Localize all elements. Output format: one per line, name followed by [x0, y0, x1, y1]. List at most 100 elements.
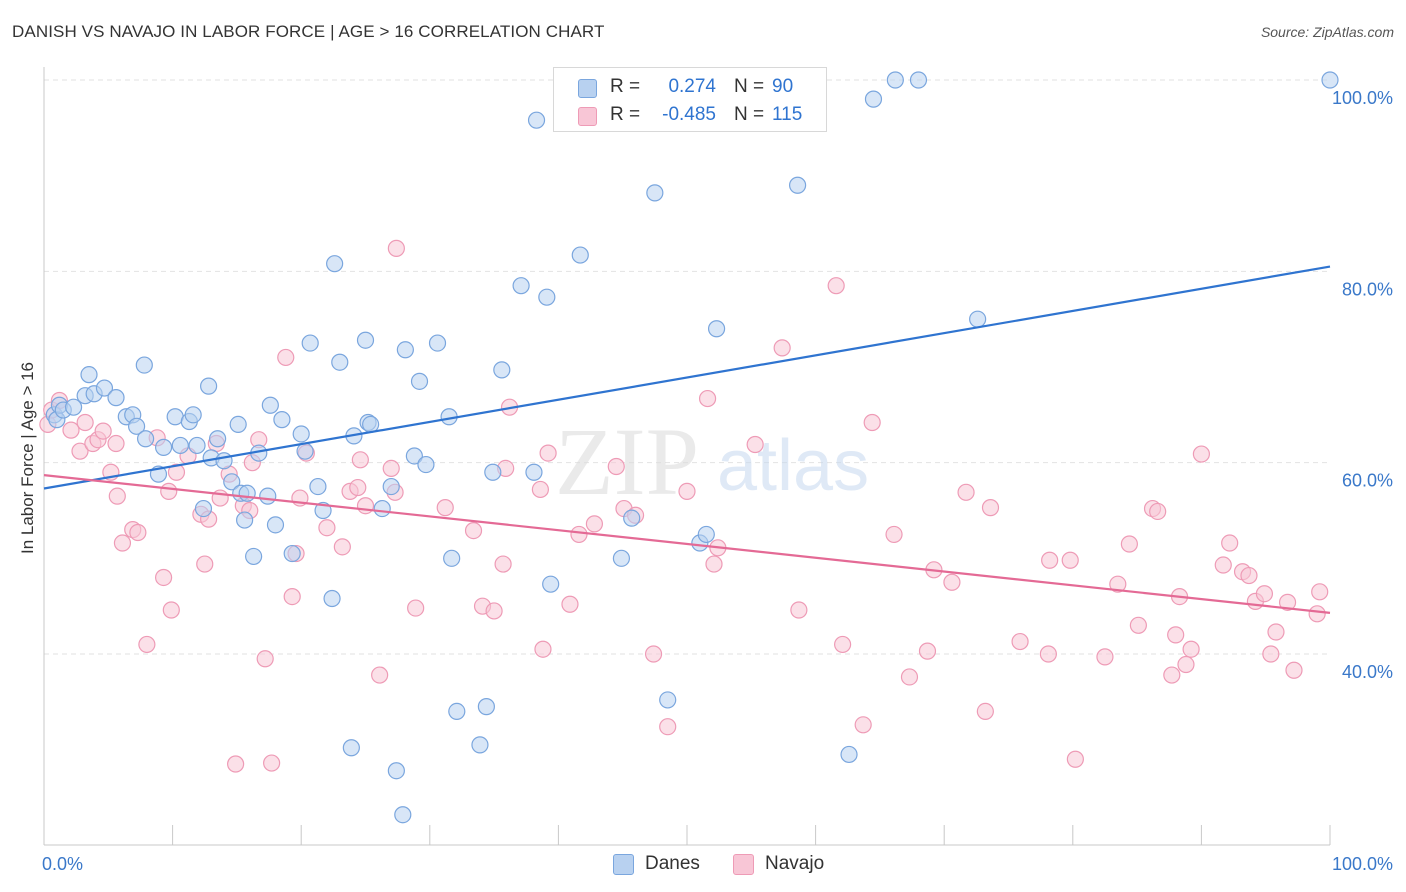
danes-point: [245, 547, 263, 566]
navajo-point: [349, 478, 367, 497]
chart-source: Source: ZipAtlas.com: [1260, 24, 1394, 40]
navajo-point: [1167, 626, 1185, 644]
danes-point: [236, 511, 254, 529]
danes-point: [154, 438, 173, 456]
navajo-point: [976, 702, 994, 721]
danes-point: [127, 417, 146, 435]
chart-title: DANISH VS NAVAJO IN LABOR FORCE | AGE > …: [12, 22, 605, 41]
navajo-point: [561, 595, 579, 613]
danes-point: [410, 372, 429, 390]
navajo-point: [1221, 534, 1239, 552]
navajo-point: [1214, 556, 1232, 574]
trend-lines: [43, 265, 1331, 614]
danes-legend-swatch: [613, 854, 634, 875]
x-tick-label-min: 0.0%: [42, 854, 83, 874]
navajo-legend-label: Navajo: [765, 853, 825, 874]
danes-point: [443, 549, 461, 567]
danes-point: [659, 691, 677, 709]
danes-point: [194, 499, 213, 518]
navajo-point: [1240, 566, 1258, 585]
danes-point: [382, 477, 400, 496]
navajo-point: [351, 451, 369, 469]
tick-labels: 40.0% 60.0% 80.0% 100.0% 0.0% 100.0%: [42, 88, 1393, 874]
navajo-point: [1311, 583, 1329, 601]
danes-point: [623, 509, 641, 527]
navajo-point: [1182, 640, 1200, 658]
danes-point: [542, 575, 560, 593]
navajo-point: [256, 650, 274, 668]
navajo-point: [981, 499, 1000, 517]
navajo-point: [107, 434, 125, 453]
axes: [43, 67, 1331, 846]
y-axis-label: In Labor Force | Age > 16: [18, 362, 37, 554]
danes-point: [273, 411, 291, 429]
legend-danes-r: 0.274: [668, 76, 716, 97]
danes-point: [471, 736, 489, 754]
navajo-point: [162, 601, 180, 619]
navajo-point: [108, 487, 126, 505]
danes-point: [396, 341, 414, 359]
navajo-point: [113, 534, 132, 552]
danes-point: [215, 452, 233, 470]
navajo-point: [539, 444, 557, 462]
navajo-point: [531, 480, 549, 499]
grid-lines: [44, 79, 1330, 655]
y-tick-label: 100.0%: [1332, 88, 1393, 108]
danes-point: [95, 379, 114, 397]
danes-trend-line: [43, 265, 1331, 490]
navajo-point: [371, 666, 389, 684]
navajo-point: [387, 239, 405, 257]
navajo-point: [1066, 750, 1084, 768]
navajo-point: [1096, 648, 1114, 666]
navajo-point: [277, 348, 295, 367]
danes-point: [342, 739, 360, 757]
danes-point: [200, 377, 218, 395]
navajo-point: [333, 538, 351, 556]
danes-point: [171, 436, 189, 455]
legend-n-label: N =: [734, 104, 765, 125]
navajo-point: [436, 499, 454, 517]
navajo-point: [900, 668, 919, 686]
danes-point: [864, 90, 883, 108]
danes-point: [969, 310, 987, 328]
navajo-point: [1039, 645, 1057, 663]
danes-point: [136, 430, 155, 448]
navajo-point: [196, 555, 214, 573]
navajo-legend-swatch: [733, 854, 754, 875]
navajo-point: [1285, 661, 1303, 679]
danes-point: [266, 516, 285, 534]
danes-point: [612, 549, 631, 567]
danes-point: [571, 246, 589, 264]
navajo-point: [943, 573, 961, 591]
danes-point: [697, 525, 715, 544]
navajo-point: [167, 463, 186, 481]
navajo-point: [283, 587, 301, 606]
navajo-point: [1149, 502, 1167, 521]
navajo-point: [1308, 605, 1326, 623]
danes-point: [886, 71, 904, 89]
danes-point: [209, 430, 227, 448]
danes-point: [909, 71, 928, 89]
navajo-point: [746, 435, 764, 454]
danes-point: [356, 331, 375, 349]
watermark: ZIP atlas: [555, 408, 869, 515]
danes-point: [493, 361, 511, 379]
danes-point: [326, 255, 344, 273]
navajo-trend-line: [43, 474, 1331, 614]
danes-point: [229, 415, 247, 433]
navajo-point: [885, 525, 903, 544]
danes-point: [512, 277, 530, 295]
stats-legend: R = 0.274 N = 90 R = -0.485 N = 115: [553, 67, 827, 132]
danes-point: [477, 698, 495, 716]
navajo-point: [585, 515, 604, 533]
danes-point: [387, 762, 405, 780]
navajo-point: [71, 442, 89, 460]
danes-point: [261, 396, 279, 414]
navajo-point: [407, 599, 425, 617]
danes-point: [448, 702, 466, 721]
navajo-point: [1192, 445, 1211, 463]
danes-point: [538, 288, 556, 306]
legend-r-label: R =: [610, 76, 641, 97]
danes-point: [238, 484, 256, 502]
navajo-point: [1267, 623, 1285, 641]
